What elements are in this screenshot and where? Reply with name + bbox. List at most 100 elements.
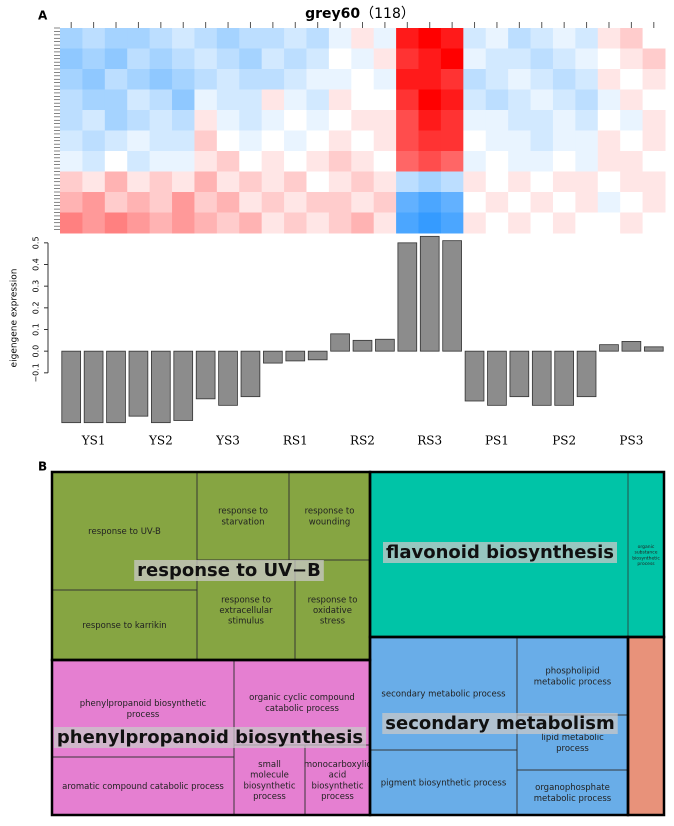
heat-cell — [172, 69, 195, 90]
y-tick-label: 0.3 — [32, 280, 41, 293]
bar — [352, 339, 373, 352]
heat-cell — [508, 48, 532, 70]
heat-cell — [597, 110, 621, 131]
heat-cell — [508, 171, 532, 193]
heat-cell — [127, 69, 151, 90]
heat-cell — [463, 151, 487, 172]
heat-cell — [216, 192, 240, 213]
x-tick-label: RS3 — [417, 434, 442, 448]
heat-cell — [306, 130, 330, 152]
heat-cell — [575, 69, 599, 90]
heat-cell — [508, 28, 532, 49]
heat-cell — [328, 48, 352, 70]
heat-cell — [396, 192, 420, 213]
heat-cell — [127, 130, 151, 152]
y-tick-label: 0.0 — [32, 345, 41, 358]
heat-cell — [104, 130, 128, 152]
heat-cell — [194, 28, 218, 49]
heat-cell — [239, 130, 263, 152]
heat-cell — [575, 130, 599, 152]
term-label: response to UV-B — [88, 527, 161, 537]
heat-cell — [575, 171, 599, 193]
heat-cell — [306, 110, 330, 131]
x-tick-label: PS1 — [485, 434, 509, 448]
heat-cell — [463, 89, 487, 111]
heat-cell — [104, 48, 128, 70]
heat-cell — [60, 110, 83, 131]
heat-cell — [82, 48, 106, 70]
term-label: monocarboxylic acid biosynthetic process — [304, 760, 372, 802]
heat-cell — [463, 212, 487, 234]
heat-cell — [463, 171, 487, 193]
title: grey60 — [305, 6, 360, 22]
heat-cell — [597, 192, 621, 213]
heat-cell — [82, 69, 106, 90]
bar — [442, 240, 462, 352]
bar — [576, 350, 597, 398]
heat-cell — [82, 89, 106, 111]
heat-cell — [552, 171, 576, 193]
heat-cell — [485, 212, 509, 234]
heat-cell — [216, 48, 240, 70]
heat-cell — [127, 212, 151, 234]
heat-cell — [642, 28, 666, 49]
heat-cell — [149, 151, 173, 172]
heat-cell — [620, 212, 644, 234]
heat-cell — [261, 192, 285, 213]
heat-cell — [575, 192, 599, 213]
heat-cell — [216, 110, 240, 131]
heat-cell — [104, 171, 128, 193]
bar — [195, 350, 216, 400]
heat-cell — [104, 151, 128, 172]
heat-cell — [194, 130, 218, 152]
heat-cell — [508, 192, 532, 213]
bar — [218, 350, 238, 406]
term-label: secondary metabolic process — [381, 689, 506, 699]
heat-cell — [485, 171, 509, 193]
heat-cell — [508, 151, 532, 172]
heat-cell — [306, 192, 330, 213]
heat-cell — [328, 192, 352, 213]
heat-cell — [463, 48, 487, 70]
heat-cell — [485, 89, 509, 111]
heat-cell — [597, 28, 621, 49]
heat-cell — [642, 69, 666, 90]
heat-cell — [620, 89, 644, 111]
label-bg — [382, 713, 618, 734]
heat-cell — [351, 89, 375, 111]
heat-cell — [396, 212, 420, 234]
heat-cell — [172, 171, 195, 193]
heat-cell — [306, 171, 330, 193]
panel-label: A — [38, 9, 48, 23]
heat-cell — [284, 212, 307, 234]
heat-cell — [418, 28, 442, 49]
heat-cell — [642, 171, 666, 193]
heat-cell — [104, 69, 128, 90]
heat-cell — [216, 151, 240, 172]
heat-cell — [194, 110, 218, 131]
heat-cell — [104, 89, 128, 111]
heat-cell — [530, 212, 554, 234]
heat-cell — [239, 192, 263, 213]
bar — [263, 350, 283, 364]
heat-cell — [508, 89, 532, 111]
group-label: flavonoid biosynthesis — [386, 542, 614, 563]
heat-cell — [418, 171, 442, 193]
heat-cell — [575, 151, 599, 172]
heat-cell — [440, 110, 464, 131]
y-tick-label: 0.4 — [32, 258, 41, 271]
heat-cell — [373, 28, 397, 49]
heat-cell — [127, 110, 151, 131]
heat-cell — [216, 130, 240, 152]
heat-cell — [284, 89, 307, 111]
heat-cell — [485, 151, 509, 172]
x-tick-label: RS2 — [350, 434, 375, 448]
heat-cell — [552, 212, 576, 234]
heat-cell — [597, 89, 621, 111]
heat-cell — [373, 151, 397, 172]
heat-cell — [552, 130, 576, 152]
heat-cell — [373, 48, 397, 70]
y-tick-label: 0.1 — [32, 323, 41, 336]
heat-cell — [261, 28, 285, 49]
heat-cell — [261, 130, 285, 152]
